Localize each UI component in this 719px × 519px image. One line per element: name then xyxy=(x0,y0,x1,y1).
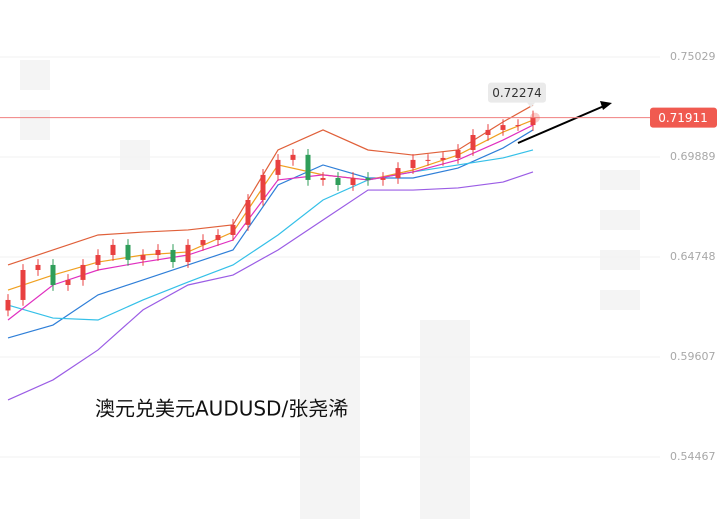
indicator-line xyxy=(7,124,534,321)
high-label-pointer xyxy=(527,102,535,108)
current-price-dot xyxy=(530,112,540,123)
candle-body xyxy=(200,240,206,245)
candle-body xyxy=(80,264,86,280)
plot: 0.75029 0.69889 0.64748 0.59607 0.54467 xyxy=(0,50,716,463)
candle-body xyxy=(275,159,281,175)
indicator-line xyxy=(7,119,534,291)
candle-body xyxy=(35,264,41,271)
candle-body xyxy=(335,177,341,185)
candle-body xyxy=(155,249,161,256)
trend-arrow xyxy=(517,105,605,144)
candle-body xyxy=(350,177,356,185)
candle-body xyxy=(215,234,221,241)
candle-body xyxy=(125,244,131,260)
current-price-box xyxy=(650,107,717,128)
candle-body xyxy=(440,157,446,160)
background-pattern xyxy=(20,60,640,519)
chart-title: 澳元兑美元AUDUSD/张尧浠 xyxy=(95,397,348,421)
candle-body xyxy=(305,154,311,180)
candle-body xyxy=(395,168,401,178)
current-price-label: 0.71911 xyxy=(658,111,708,125)
high-label-box xyxy=(488,82,546,103)
indicator-line xyxy=(7,149,534,321)
y-tick-label: 0.54467 xyxy=(670,450,716,463)
candle-body xyxy=(530,117,536,126)
candle-body xyxy=(365,177,371,180)
candle-body xyxy=(425,159,431,161)
high-label: 0.72274 xyxy=(492,86,542,100)
candle-body xyxy=(245,199,251,225)
y-tick-label: 0.75029 xyxy=(670,50,716,63)
indicator-line xyxy=(7,171,534,401)
candle-body xyxy=(50,264,56,285)
y-tick-label: 0.64748 xyxy=(670,250,716,263)
candle-body xyxy=(140,255,146,260)
candle-body xyxy=(230,224,236,235)
indicator-line xyxy=(7,129,534,339)
candle-body xyxy=(95,255,101,265)
candle-body xyxy=(185,244,191,263)
candle-body xyxy=(110,244,116,256)
candle-body xyxy=(380,177,386,180)
candle-body xyxy=(470,135,476,150)
candle-body xyxy=(455,149,461,158)
candle-body xyxy=(20,270,26,300)
indicator-line xyxy=(7,104,534,266)
y-tick-label: 0.69889 xyxy=(670,150,716,163)
candle-body xyxy=(500,125,506,130)
y-tick-label: 0.59607 xyxy=(670,350,716,363)
candle-body xyxy=(410,159,416,169)
candle-body xyxy=(320,177,326,180)
candle-body xyxy=(65,279,71,285)
candle-body xyxy=(515,125,521,127)
candle-body xyxy=(170,249,176,263)
arrow-head xyxy=(600,101,612,110)
candle-body xyxy=(290,154,296,160)
candle-body xyxy=(5,299,11,311)
candle-body xyxy=(260,174,266,200)
candle-body xyxy=(485,129,491,136)
